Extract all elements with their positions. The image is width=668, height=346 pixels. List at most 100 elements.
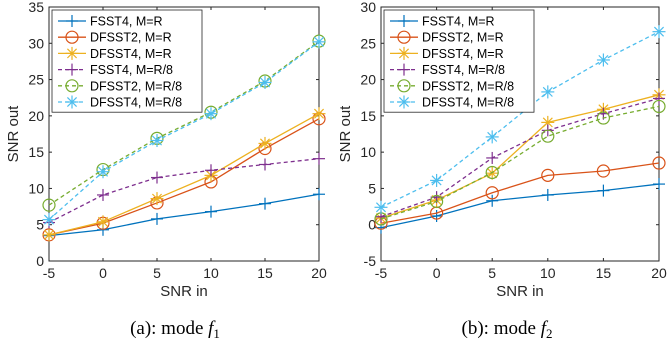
series-2 [374,156,666,230]
data-point [42,228,56,242]
y-tick-label: 25 [360,35,376,51]
data-point [430,173,444,187]
caption-subscript: 1 [213,326,220,341]
data-point [205,164,217,177]
legend-item: DFSST2, M=R/8 [390,79,514,93]
caption-text: (b): mode [462,318,541,339]
legend: FSST4, M=R DFSST2, M=R DFSST4, M=R FSST4, M… [383,9,535,113]
y-tick-label: 25 [28,72,44,88]
legend-marker [397,95,411,109]
y-tick-label: 20 [28,108,44,124]
x-tick-label: 0 [433,265,441,281]
legend-label: DFSST4, M=R [90,47,172,61]
x-axis-label: SNR in [496,283,544,300]
data-point [485,165,499,180]
data-point [313,152,325,165]
data-point [541,129,555,143]
data-point [204,107,218,121]
series-line [380,94,660,219]
y-tick-label: 5 [36,217,44,233]
series-4 [43,152,325,229]
data-point [312,35,326,49]
legend-item: DFSST4, M=R [390,46,504,61]
data-point [205,205,217,218]
y-axis-label: SNR out [337,105,354,163]
legend-label: DFSST4, M=R [422,47,504,61]
data-point [486,194,499,207]
legend-marker [65,30,79,44]
legend-item: FSST4, M=R [390,15,495,29]
caption-symbol: f [541,318,549,339]
legend-label: DFSST4, M=R/8 [90,96,182,110]
data-point [430,210,443,223]
panel-caption: (b): mode f2 [462,318,553,341]
data-point [486,151,499,164]
legend-label: DFSST2, M=R/8 [90,79,182,93]
legend-item: DFSST2, M=R [58,30,172,45]
legend-marker [65,95,79,109]
y-tick-label: 10 [360,144,376,160]
data-point [652,25,666,39]
x-tick-label: -5 [43,265,56,281]
legend-label: DFSST2, M=R [90,31,172,45]
data-point [485,130,499,144]
series-6 [374,25,666,214]
data-point [652,99,666,114]
legend-item: DFSST4, M=R/8 [390,95,514,110]
legend-box [383,9,535,113]
legend-label: FSST4, M=R [422,15,495,29]
legend: FSST4, M=R DFSST2, M=R DFSST4, M=R FSST4, M… [51,9,203,113]
series-line [48,193,320,237]
data-point [485,186,499,200]
legend-item: FSST4, M=R/8 [58,63,173,77]
data-point [312,107,326,121]
x-tick-label: 5 [488,265,496,281]
data-point [258,75,272,89]
x-tick-label: 10 [540,265,556,281]
data-point [151,171,163,184]
y-tick-label: 30 [28,35,44,51]
data-point [42,213,56,227]
caption-symbol: f [208,318,216,339]
data-point [653,178,665,191]
data-point [541,168,555,182]
series-line [48,40,320,206]
data-point [652,156,666,170]
legend-item: DFSST4, M=R/8 [58,95,182,110]
x-tick-label: 10 [203,265,219,281]
x-tick-label: 20 [651,265,667,281]
data-point [259,158,271,171]
legend-marker [397,46,411,60]
data-point [597,184,610,197]
legend-marker [398,15,410,27]
series-1 [375,178,665,234]
series-6 [42,35,326,227]
chart-panel-b: -5 0 5 10 15 20 -5 0 5 10 15 20 25 30 SNR in SNR out FSS… [337,0,667,341]
legend-item: DFSST4, M=R [58,46,172,61]
legend-label: FSST4, M=R [90,15,163,29]
legend-label: FSST4, M=R/8 [422,63,505,77]
data-point [313,188,325,201]
legend-box [51,9,203,113]
data-point [541,85,555,99]
legend-item: FSST4, M=R [58,15,163,29]
data-point [150,192,164,206]
x-tick-label: 0 [99,265,107,281]
x-tick-label: 5 [153,265,161,281]
legend-marker [66,63,78,76]
caption-subscript: 2 [546,326,553,341]
legend-marker [397,79,411,93]
series-1 [43,188,325,242]
data-point [96,165,110,179]
legend-marker [66,15,78,27]
data-point [541,188,554,201]
legend-label: DFSST4, M=R/8 [422,96,514,110]
series-line [380,97,660,218]
legend-item: DFSST2, M=R/8 [58,79,182,93]
y-tick-label: 35 [28,0,44,15]
data-point [596,53,610,67]
data-point [259,197,271,210]
y-tick-label: 0 [36,253,44,269]
y-tick-label: 15 [360,108,376,124]
